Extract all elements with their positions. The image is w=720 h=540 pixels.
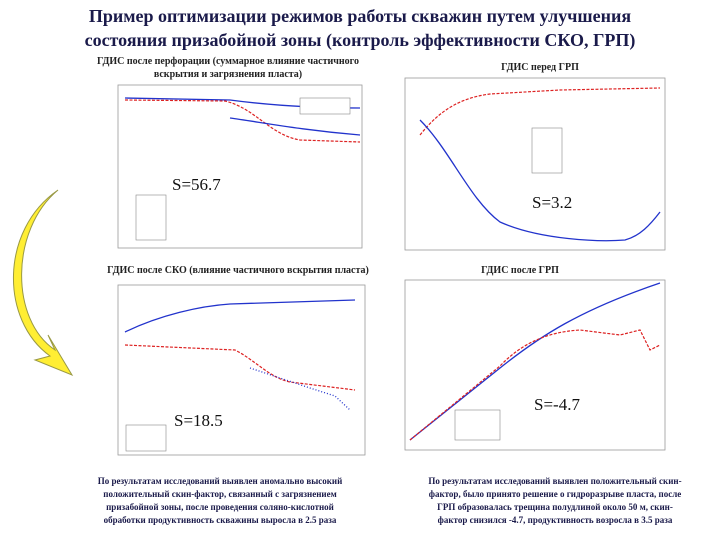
title-line: состояния призабойной зоны (контроль эфф… <box>85 30 636 51</box>
conclusion-line: фактор снизился -4.7, продуктивность воз… <box>438 515 673 525</box>
plot <box>117 84 363 249</box>
skin-factor: S=3.2 <box>532 193 572 212</box>
caption: ГДИС после СКО (влияние частичного вскры… <box>107 265 369 276</box>
caption: вскрытия и загрязнения пласта) <box>154 69 302 80</box>
conclusion-line: обработки продуктивность скважины выросл… <box>104 515 337 525</box>
skin-factor: S=56.7 <box>172 175 221 194</box>
caption: ГДИС после перфорации (суммарное влияние… <box>97 56 359 67</box>
caption: ГДИС перед ГРП <box>501 62 579 73</box>
plot <box>404 77 666 251</box>
conclusion-line: ГРП образовалась трещина полудлиной окол… <box>437 502 673 512</box>
arrow <box>12 189 74 377</box>
skin-factor: S=-4.7 <box>534 395 580 414</box>
conclusion-line: призабойной зоны, после проведения солян… <box>106 502 334 512</box>
plot <box>117 284 366 456</box>
conclusion-line: По результатам исследований выявлен поло… <box>428 476 681 486</box>
plot <box>404 279 666 451</box>
caption: ГДИС после ГРП <box>481 265 559 276</box>
title-line: Пример оптимизации режимов работы скважи… <box>89 6 631 26</box>
conclusion-line: положительный скин-фактор, связанный с з… <box>103 489 336 499</box>
conclusion-line: По результатам исследований выявлен аном… <box>98 476 343 486</box>
skin-factor: S=18.5 <box>174 411 223 430</box>
conclusion-line: фактор, было принято решение о гидроразр… <box>429 489 682 499</box>
